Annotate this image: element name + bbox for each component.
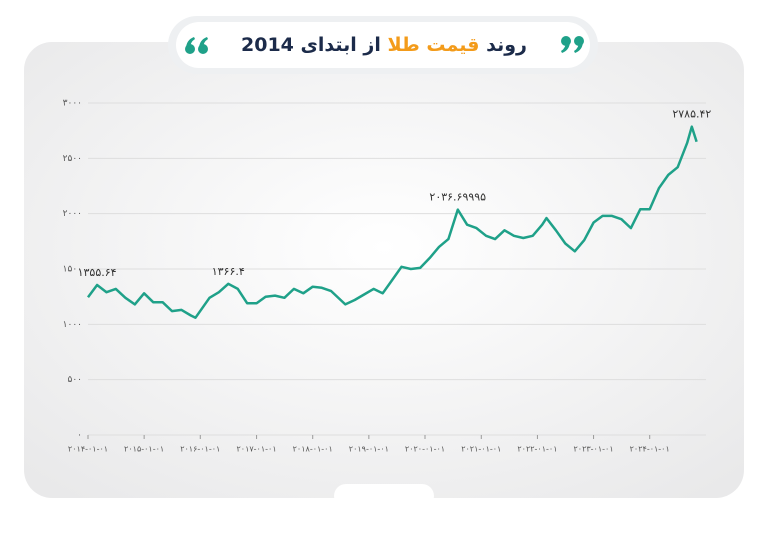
y-tick-label: ۱۰۰۰ (63, 320, 82, 330)
annotation: ۲۷۸۵.۴۲ (672, 108, 711, 121)
title-part: از ابتدای 2014 (241, 34, 381, 56)
title-pill (176, 22, 590, 68)
x-tick-label: ۲۰۲۲-۰۱-۰۱ (517, 445, 557, 454)
title-part: قیمت طلا (388, 34, 480, 56)
bottom-pill (334, 484, 434, 508)
x-tick-label: ۲۰۱۹-۰۱-۰۱ (349, 445, 389, 454)
y-tick-label: ۰ (77, 431, 82, 441)
title-part: روند (486, 34, 527, 56)
annotation: ۱۳۶۶.۴ (212, 265, 245, 278)
annotation: ۲۰۳۶.۶۹۹۹۵ (429, 191, 486, 204)
annotation: ۱۳۵۵.۶۴ (78, 266, 117, 279)
y-tick-label: ۲۵۰۰ (63, 154, 82, 164)
chart-title: روند قیمت طلا از ابتدای 2014 (241, 34, 527, 56)
x-tick-label: ۲۰۱۴-۰۱-۰۱ (68, 445, 108, 454)
y-tick-label: ۲۰۰۰ (63, 209, 82, 219)
x-tick-label: ۲۰۱۵-۰۱-۰۱ (124, 445, 164, 454)
quote-icon (185, 36, 584, 54)
y-tick-label: ۳۰۰۰ (63, 99, 82, 109)
x-tick-label: ۲۰۱۷-۰۱-۰۱ (236, 445, 276, 454)
x-tick-label: ۲۰۲۱-۰۱-۰۱ (461, 445, 501, 454)
x-tick-label: ۲۰۲۴-۰۱-۰۱ (630, 445, 670, 454)
y-tick-label: ۵۰۰ (67, 375, 82, 385)
x-tick-label: ۲۰۲۰-۰۱-۰۱ (405, 445, 445, 454)
price-line (86, 125, 698, 319)
y-tick-label: ۱۵۰۰ (63, 265, 82, 275)
x-tick-label: ۲۰۱۸-۰۱-۰۱ (293, 445, 333, 454)
x-tick-label: ۲۰۱۶-۰۱-۰۱ (180, 445, 220, 454)
x-tick-label: ۲۰۲۳-۰۱-۰۱ (573, 445, 613, 454)
card (24, 42, 744, 498)
